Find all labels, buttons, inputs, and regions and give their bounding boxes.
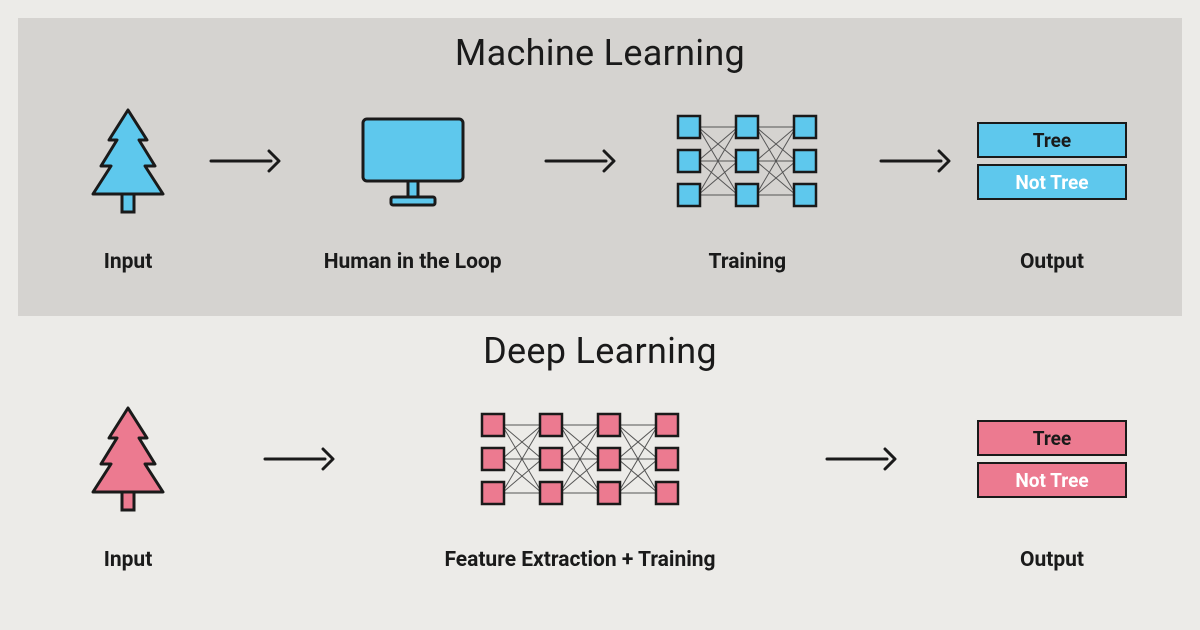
ml-labels: Input Human in the Loop Training Output — [58, 250, 1142, 274]
dl-labels: Input Feature Extraction + Training Outp… — [58, 548, 1142, 572]
arrow-icon — [817, 404, 905, 514]
arrow-icon — [255, 404, 343, 514]
dl-feature-label: Feature Extraction + Training — [400, 548, 760, 572]
dl-flow-row: Tree Not Tree — [58, 384, 1142, 534]
dl-input-label: Input — [58, 548, 198, 572]
ml-human-step — [293, 86, 533, 236]
tree-icon — [85, 384, 171, 534]
diagram-canvas: Machine Learning — [0, 0, 1200, 630]
ml-flow-row: Tree Not Tree — [58, 86, 1142, 236]
dl-feature-step — [400, 384, 760, 534]
monitor-icon — [353, 86, 473, 236]
ml-output-boxes: Tree Not Tree — [977, 122, 1127, 200]
output-box-tree: Tree — [977, 420, 1127, 456]
tree-icon — [85, 86, 171, 236]
neural-net-icon — [472, 384, 688, 534]
dl-output-boxes: Tree Not Tree — [977, 420, 1127, 498]
output-box-not-tree: Not Tree — [977, 462, 1127, 498]
ml-train-label: Training — [627, 250, 867, 274]
arrow-icon — [536, 106, 624, 216]
arrow-icon — [871, 106, 959, 216]
dl-panel: Deep Learning Tree — [18, 316, 1182, 612]
output-box-label: Not Tree — [1015, 171, 1088, 194]
output-box-label: Not Tree — [1015, 469, 1088, 492]
ml-output-step: Tree Not Tree — [962, 86, 1142, 236]
dl-output-step: Tree Not Tree — [962, 384, 1142, 534]
ml-training-step — [627, 86, 867, 236]
dl-input-step — [58, 384, 198, 534]
dl-title: Deep Learning — [58, 330, 1142, 372]
output-box-label: Tree — [1033, 129, 1071, 152]
ml-input-label: Input — [58, 250, 198, 274]
output-box-label: Tree — [1033, 427, 1071, 450]
ml-title: Machine Learning — [58, 32, 1142, 74]
ml-input-step — [58, 86, 198, 236]
output-box-tree: Tree — [977, 122, 1127, 158]
ml-panel: Machine Learning — [18, 18, 1182, 316]
ml-human-label: Human in the Loop — [293, 250, 533, 274]
output-box-not-tree: Not Tree — [977, 164, 1127, 200]
dl-output-label: Output — [962, 548, 1142, 572]
neural-net-icon — [668, 86, 826, 236]
ml-output-label: Output — [962, 250, 1142, 274]
arrow-icon — [201, 106, 289, 216]
